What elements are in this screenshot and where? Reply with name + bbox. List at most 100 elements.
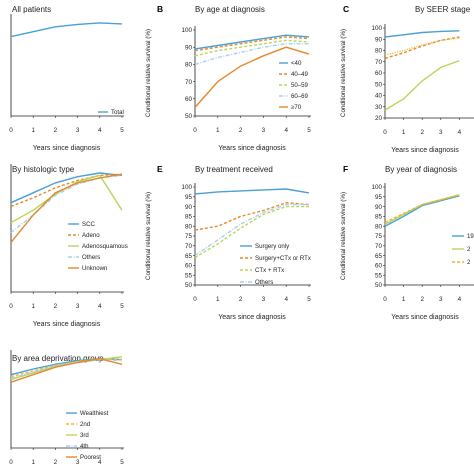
chart-title: By age at diagnosis <box>195 5 265 14</box>
y-tick-label: 50 <box>375 282 383 289</box>
series-line-adenosquamous <box>10 174 123 224</box>
y-tick-label: 70 <box>185 243 193 250</box>
y-axis-label: Conditional relative survival (%) <box>145 192 152 280</box>
legend-label: Surgery+CTx or RTx <box>255 255 311 262</box>
x-tick-label: 1 <box>216 296 220 303</box>
series-line-others <box>194 203 309 257</box>
series-line-60-69 <box>194 43 309 66</box>
x-tick-label: 0 <box>193 296 197 303</box>
x-tick-label: 5 <box>307 127 311 134</box>
series-line-50-59 <box>194 39 310 57</box>
chart-panel-a: All patients 0 1 2 3 4 5 Years since diagnosis T… <box>9 5 124 152</box>
y-tick-label: 75 <box>185 233 193 240</box>
y-tick-label: 70 <box>185 79 193 86</box>
y-tick-label: 80 <box>185 223 193 230</box>
y-tick-label: 30 <box>375 104 383 111</box>
y-tick-label: 50 <box>185 282 193 289</box>
x-tick-label: 1 <box>31 303 35 310</box>
y-tick-label: 95 <box>375 194 383 201</box>
x-tick-label: 5 <box>120 459 124 466</box>
series-line-ctx-rtx <box>194 205 309 259</box>
x-tick-label: 5 <box>307 296 311 303</box>
y-tick-label: 55 <box>185 272 193 279</box>
legend-label: Surgery only <box>255 243 290 250</box>
chart-title: All patients <box>12 5 51 14</box>
x-tick-label: 4 <box>284 127 288 134</box>
chart-title: By SEER stage <box>415 5 471 14</box>
chart-panel-d: By histologic type 0 1 2 3 4 5 Years since diag… <box>9 164 128 328</box>
x-tick-label: 2 <box>239 296 243 303</box>
y-tick-label: 100 <box>181 184 192 191</box>
y-tick-label: 70 <box>375 243 383 250</box>
x-axis-label: Years since diagnosis <box>391 147 459 154</box>
x-tick-label: 0 <box>9 127 13 134</box>
y-tick-label: 100 <box>371 184 382 191</box>
x-axis-label: Years since diagnosis <box>33 321 101 328</box>
legend-label: Unknown <box>82 265 107 272</box>
x-tick-label: 2 <box>420 296 424 303</box>
chart-title: By treatment received <box>195 165 273 174</box>
series-line--40 <box>194 34 310 50</box>
y-tick-label: 80 <box>185 62 193 69</box>
x-tick-label: 4 <box>458 129 462 136</box>
legend-label: 2 <box>467 246 471 253</box>
y-tick-label: 65 <box>375 253 383 260</box>
x-tick-label: 2 <box>54 127 58 134</box>
legend-label: Adeno <box>82 232 100 239</box>
legend-label: Total <box>111 109 124 116</box>
x-tick-label: 4 <box>98 459 102 466</box>
x-tick-label: 2 <box>54 459 58 466</box>
panel-label: C <box>343 4 349 14</box>
legend-label: ≥70 <box>291 104 302 111</box>
y-tick-label: 20 <box>375 115 383 122</box>
y-tick-label: 60 <box>375 263 383 270</box>
series-line-unnamed-2 <box>384 37 460 56</box>
x-axis-label: Years since diagnosis <box>218 314 286 321</box>
y-tick-label: 70 <box>375 59 383 66</box>
y-axis-label: Conditional relative survival (%) <box>145 29 152 117</box>
x-tick-label: 1 <box>402 296 406 303</box>
chart-title: By area deprivation group <box>12 354 104 363</box>
legend-label: Adenosquamous <box>82 243 128 250</box>
y-tick-label: 50 <box>185 113 193 120</box>
y-tick-label: 85 <box>185 214 193 221</box>
chart-title: By year of diagnosis <box>385 165 457 174</box>
y-tick-label: 90 <box>375 204 383 211</box>
x-tick-label: 2 <box>420 129 424 136</box>
series-line-poorest <box>10 358 123 383</box>
series-line-unknown <box>10 173 123 243</box>
y-axis-label: Conditional relative survival (%) <box>340 192 347 280</box>
legend-label: 50–59 <box>291 82 309 89</box>
y-tick-label: 100 <box>371 25 382 32</box>
x-axis-label: Years since diagnosis <box>218 145 286 152</box>
series-line-40-49 <box>194 36 310 52</box>
x-tick-label: 2 <box>239 127 243 134</box>
legend-label: 2 <box>467 259 471 266</box>
x-tick-label: 0 <box>193 127 197 134</box>
chart-panel-b: B By age at diagnosis 50 60 70 80 90 100 0 1 2 3 4 5 Y… <box>145 4 311 152</box>
legend-label: 2nd <box>80 421 90 428</box>
x-tick-label: 0 <box>9 459 13 466</box>
legend-label: Wealthiest <box>80 410 109 417</box>
y-tick-label: 95 <box>185 194 193 201</box>
series-line-2nd <box>10 358 123 378</box>
x-tick-label: 2 <box>54 303 58 310</box>
x-tick-label: 4 <box>98 127 102 134</box>
x-tick-label: 3 <box>439 129 443 136</box>
y-tick-label: 85 <box>375 214 383 221</box>
x-tick-label: 4 <box>98 303 102 310</box>
x-tick-label: 1 <box>31 127 35 134</box>
legend-label: Others <box>82 254 100 261</box>
legend-label: Poorest <box>80 454 101 461</box>
x-tick-label: 3 <box>439 296 443 303</box>
x-tick-label: 1 <box>31 459 35 466</box>
series-line-unnamed-3 <box>384 59 460 111</box>
y-tick-label: 40 <box>375 93 383 100</box>
legend-label: SCC <box>82 221 95 228</box>
legend-label: <40 <box>291 60 302 67</box>
chart-title: By histologic type <box>12 165 75 174</box>
x-axis-label: Years since diagnosis <box>33 145 101 152</box>
x-axis-label: Years since diagnosis <box>391 314 459 321</box>
panel-label: E <box>157 164 163 174</box>
series-line-unnamed-0 <box>384 30 460 38</box>
